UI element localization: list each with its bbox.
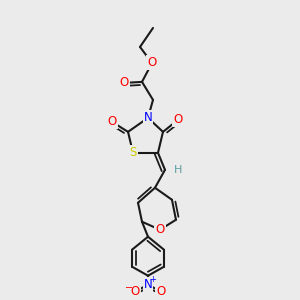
- Text: H: H: [174, 165, 182, 175]
- Text: O: O: [155, 223, 165, 236]
- Text: −: −: [125, 283, 133, 293]
- Text: O: O: [147, 56, 157, 69]
- Text: S: S: [129, 146, 137, 159]
- Text: O: O: [107, 116, 117, 128]
- Text: O: O: [156, 285, 166, 298]
- Text: N: N: [144, 111, 152, 124]
- Text: N: N: [144, 278, 152, 291]
- Text: O: O: [173, 113, 183, 126]
- Text: +: +: [150, 275, 156, 284]
- Text: O: O: [119, 76, 129, 89]
- Text: O: O: [130, 285, 140, 298]
